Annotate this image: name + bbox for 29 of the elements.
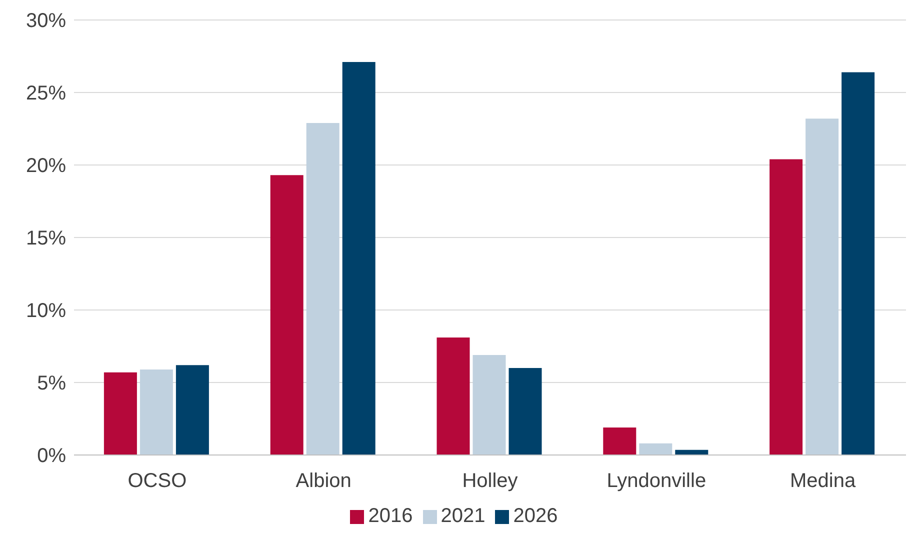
y-tick-label: 15% bbox=[26, 228, 66, 250]
bar bbox=[342, 62, 376, 455]
y-tick-label: 20% bbox=[26, 155, 66, 178]
bar bbox=[806, 118, 839, 455]
x-tick-label: Holley bbox=[462, 470, 518, 492]
x-tick-label: Medina bbox=[790, 470, 856, 492]
y-tick-label: 25% bbox=[26, 82, 66, 105]
bar bbox=[508, 368, 542, 455]
bar bbox=[770, 159, 803, 455]
x-tick-label: Lyndonville bbox=[606, 470, 706, 492]
bar bbox=[639, 443, 672, 455]
y-tick-label: 5% bbox=[37, 372, 66, 395]
bar bbox=[270, 175, 304, 455]
y-tick-label: 0% bbox=[37, 445, 66, 468]
legend-label: 2016 bbox=[368, 505, 413, 527]
legend-label: 2026 bbox=[513, 505, 558, 527]
bar bbox=[472, 354, 506, 455]
y-tick-label: 30% bbox=[26, 10, 66, 32]
bar bbox=[176, 365, 209, 455]
bar bbox=[436, 338, 470, 455]
y-tick-label: 10% bbox=[26, 300, 66, 322]
bar bbox=[842, 72, 875, 455]
x-tick-label: OCSO bbox=[128, 470, 187, 492]
legend-label: 2021 bbox=[440, 505, 486, 527]
bar bbox=[306, 122, 340, 455]
x-tick-label: Albion bbox=[296, 470, 352, 492]
bar bbox=[104, 372, 137, 455]
bar bbox=[140, 369, 173, 455]
bar bbox=[603, 427, 636, 455]
